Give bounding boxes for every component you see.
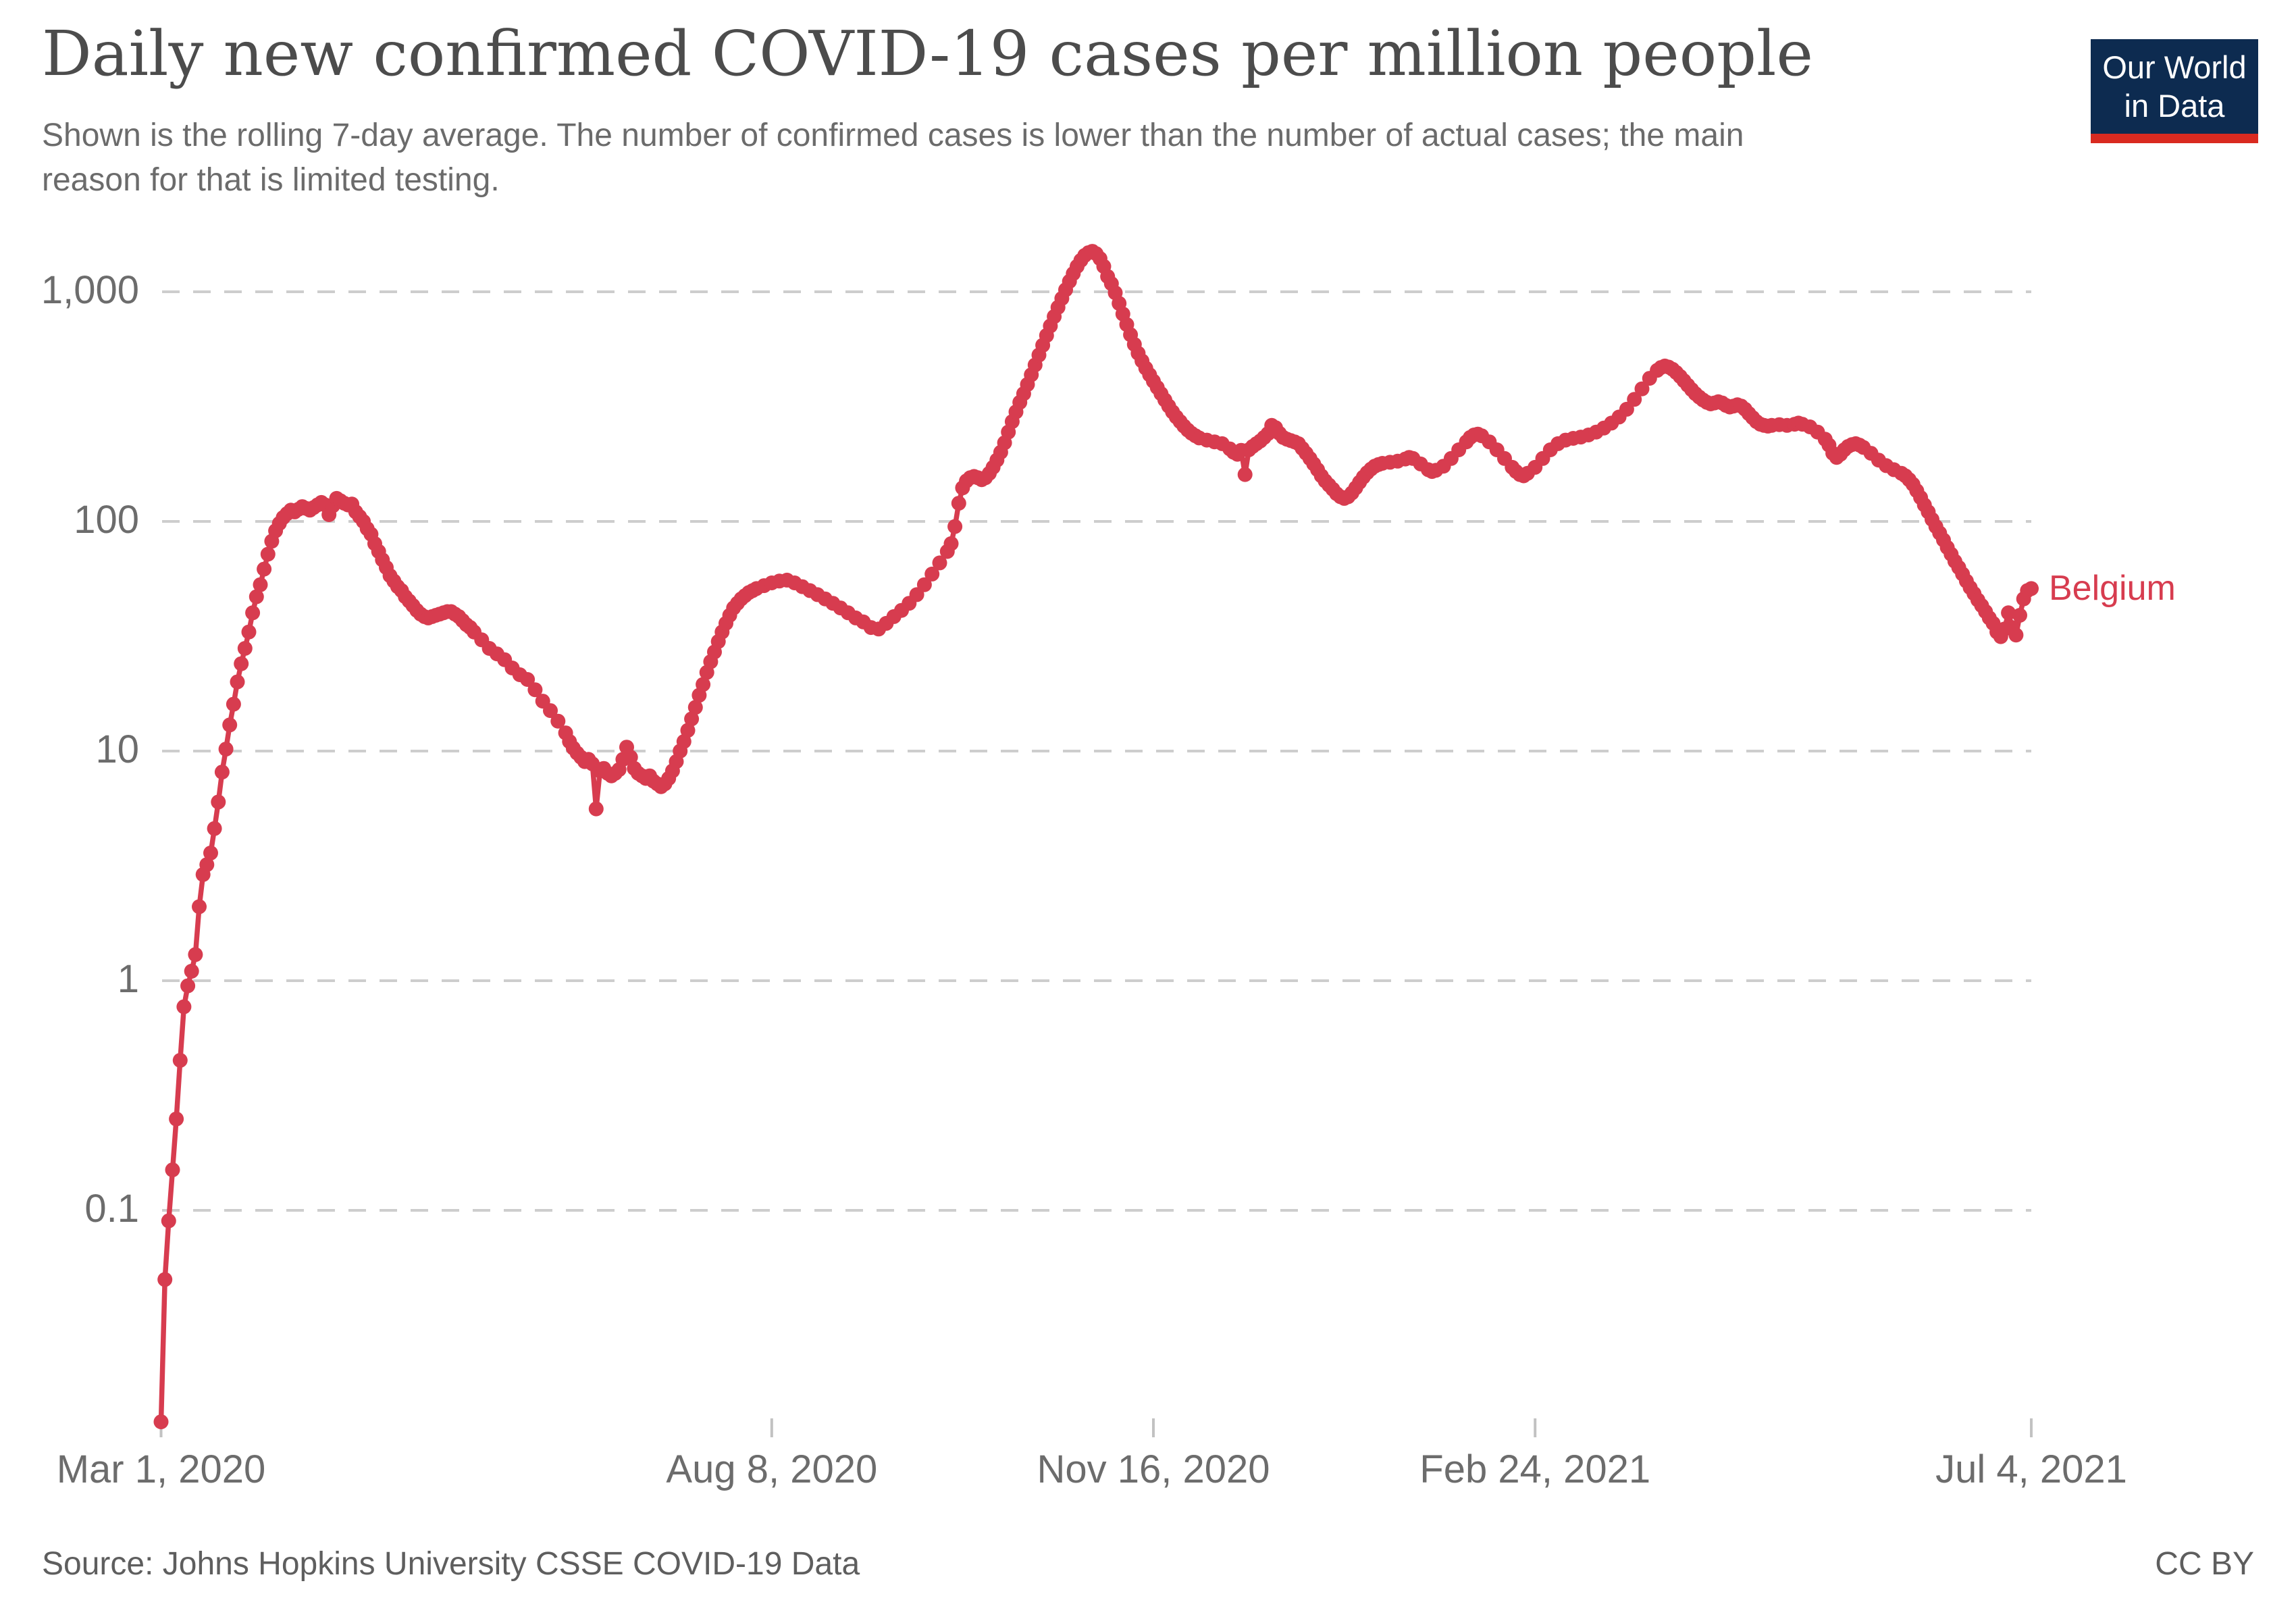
y-axis-label-100: 100 (74, 497, 139, 542)
source-note: Source: Johns Hopkins University CSSE CO… (42, 1546, 860, 1582)
owid-logo-line-2: in Data (2124, 88, 2225, 124)
x-axis-label-Aug 8, 2020: Aug 8, 2020 (666, 1447, 878, 1491)
x-axis-label-Nov 16, 2020: Nov 16, 2020 (1037, 1447, 1270, 1491)
x-axis-label-Feb 24, 2021: Feb 24, 2021 (1419, 1447, 1651, 1491)
y-axis-label-0.1: 0.1 (84, 1186, 139, 1231)
y-axis-label-1: 1 (117, 956, 139, 1001)
series-points (153, 244, 2039, 1430)
y-axis-label-10: 10 (95, 727, 139, 771)
chart-subtitle: Shown is the rolling 7-day average. The … (42, 118, 1744, 198)
owid-logo-line-1: Our World (2102, 49, 2247, 85)
license-note[interactable]: CC BY (2155, 1546, 2254, 1582)
chart-title: Daily new confirmed COVID-19 cases per m… (42, 18, 1813, 90)
x-axis-label-Jul 4, 2021: Jul 4, 2021 (1935, 1447, 2127, 1491)
owid-logo[interactable]: Our World in Data (2091, 39, 2258, 143)
x-axis-label-Mar 1, 2020: Mar 1, 2020 (56, 1447, 266, 1491)
x-axis-ticks (159, 1418, 2033, 1437)
belgium-series (153, 244, 2039, 1430)
belgium-series-label: Belgium (2048, 569, 2176, 609)
series-line (158, 249, 2034, 1424)
y-axis-label-1,000: 1,000 (41, 267, 139, 312)
gridlines (162, 290, 2031, 1212)
